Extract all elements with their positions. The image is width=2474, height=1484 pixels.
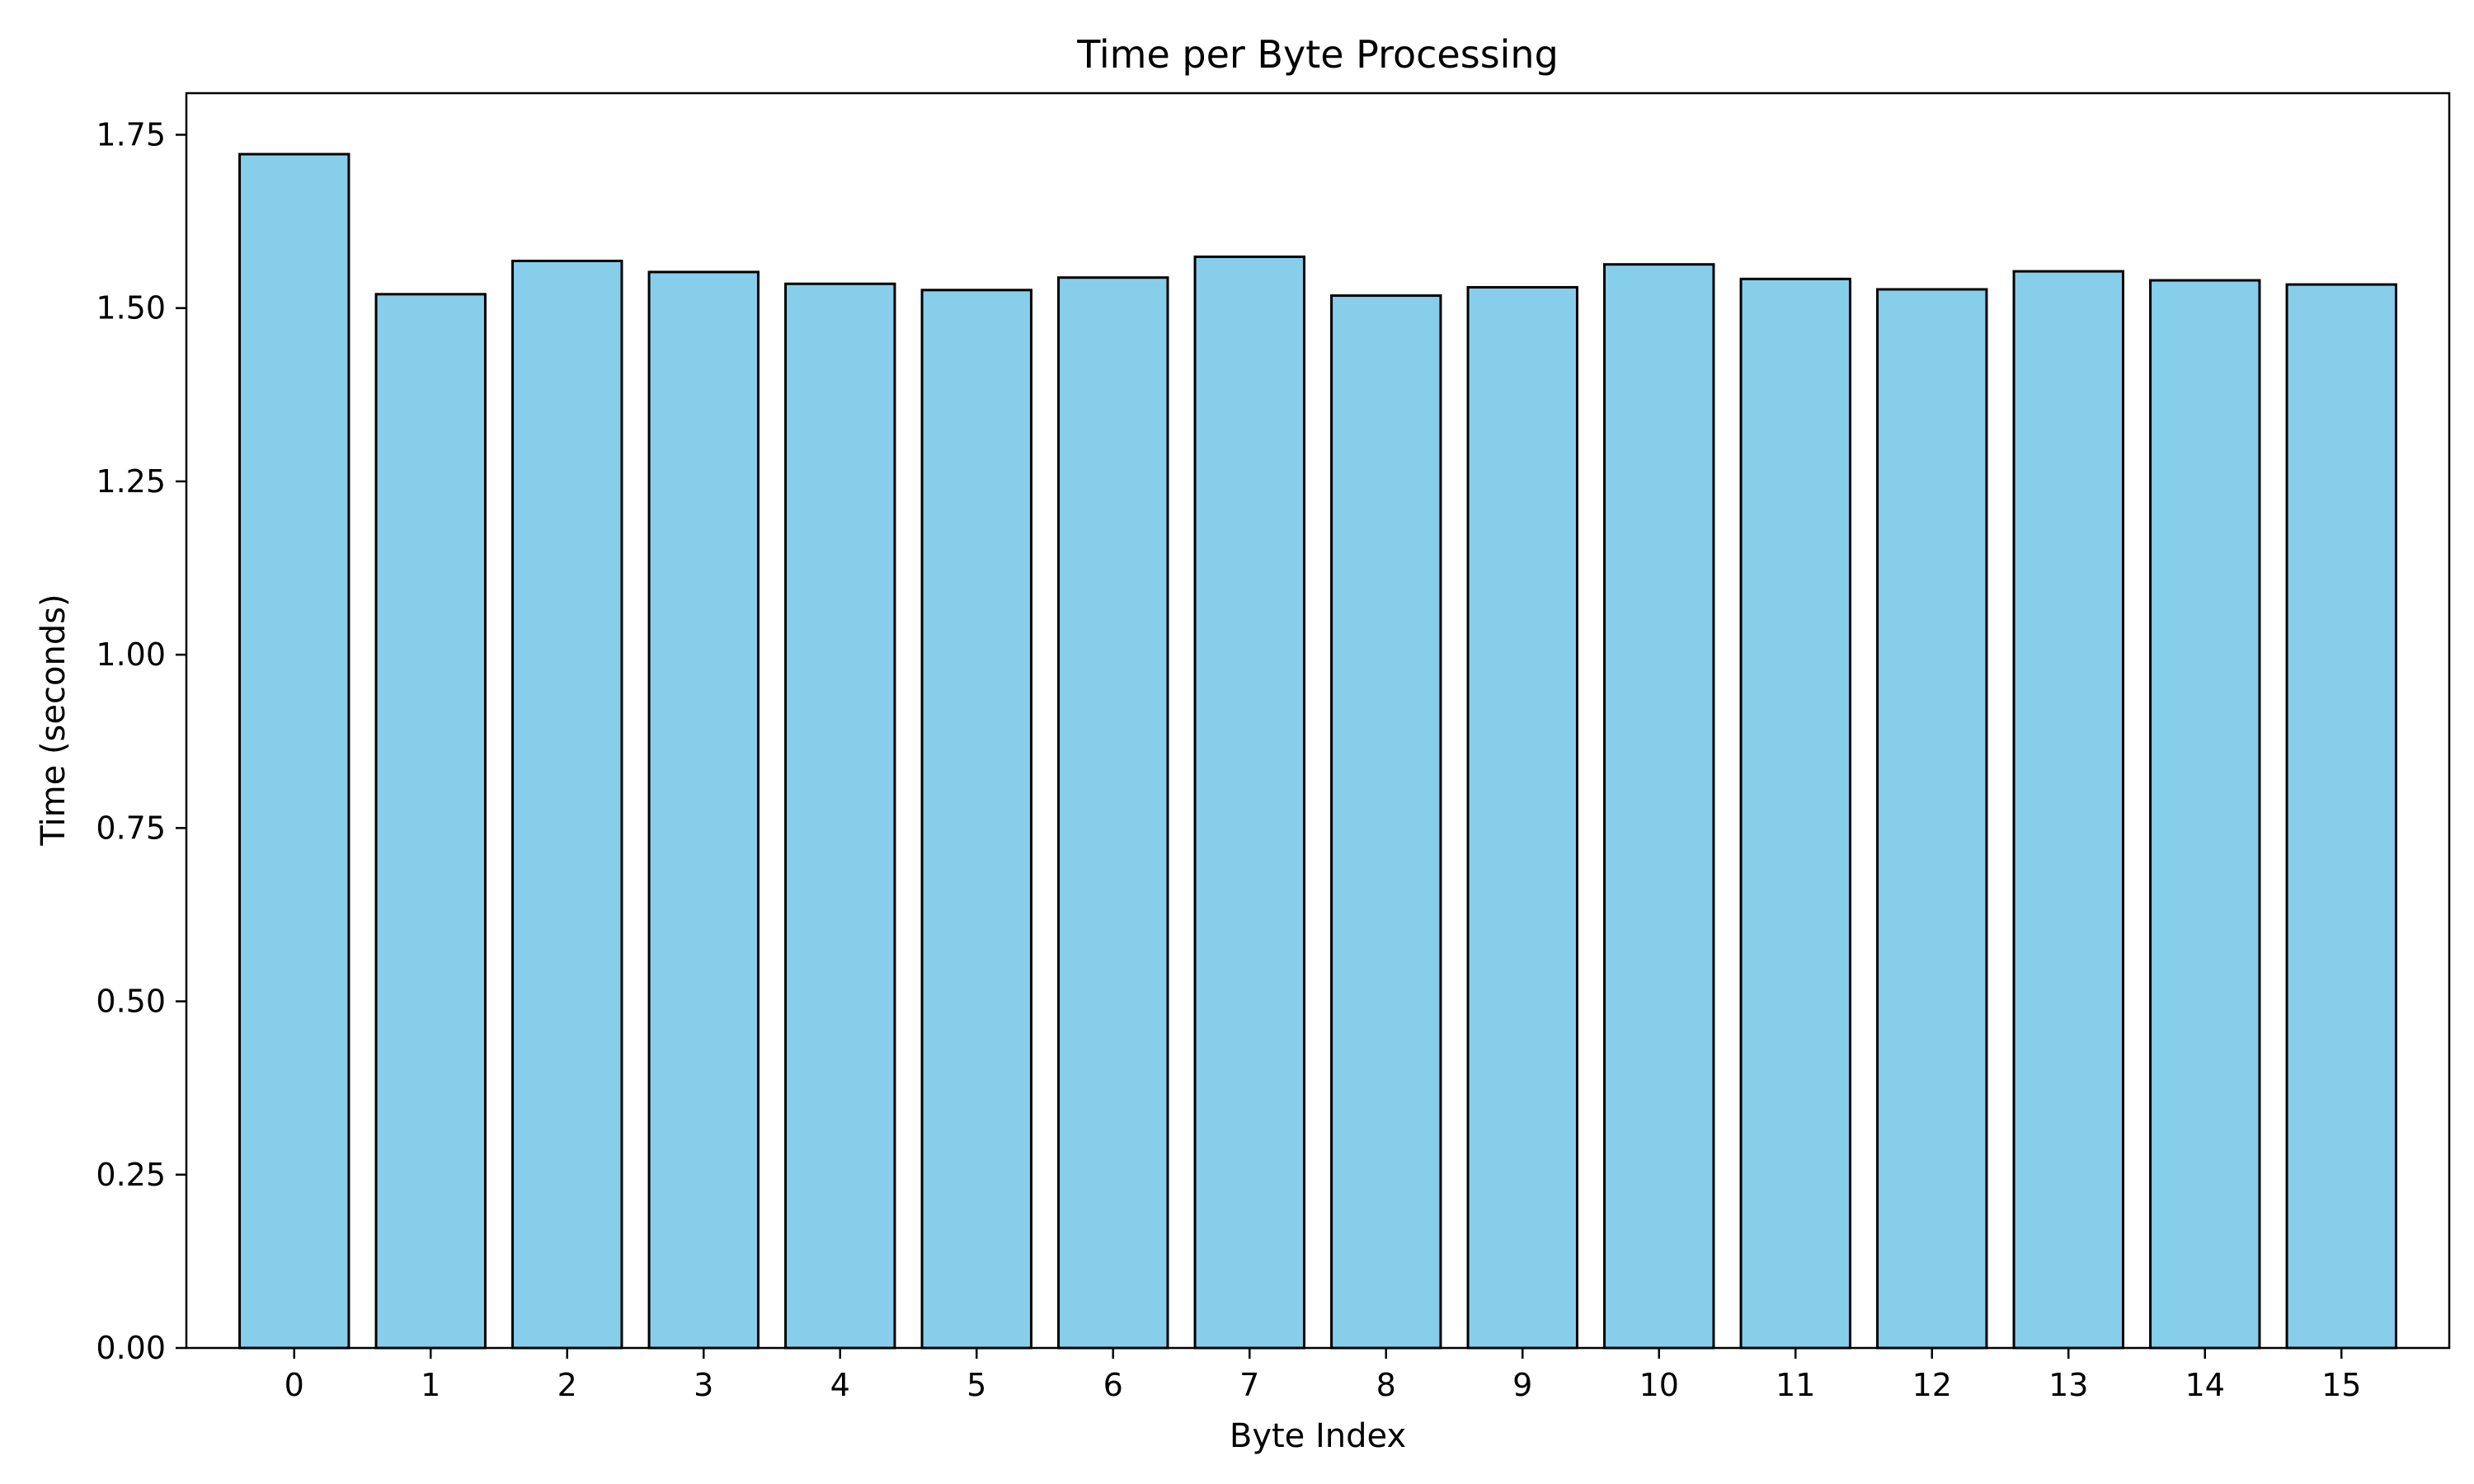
x-tick-label-8: 8 <box>1376 1367 1396 1403</box>
y-tick-label-1.50: 1.50 <box>96 290 166 326</box>
chart-title: Time per Byte Processing <box>1076 32 1559 77</box>
y-tick-label-1.25: 1.25 <box>96 463 166 500</box>
x-tick-label-10: 10 <box>1639 1367 1679 1403</box>
bar-0 <box>238 153 350 1350</box>
bar-14 <box>2149 279 2261 1350</box>
bar-10 <box>1603 263 1715 1350</box>
y-tick-label-0.50: 0.50 <box>96 984 166 1020</box>
x-axis-label: Byte Index <box>1230 1417 1406 1455</box>
x-tick-label-1: 1 <box>421 1367 440 1403</box>
axes-frame <box>185 92 2451 1350</box>
bar-12 <box>1876 288 1988 1350</box>
bar-6 <box>1057 276 1169 1350</box>
y-tick-label-0.00: 0.00 <box>96 1330 166 1366</box>
bar-2 <box>511 259 623 1350</box>
y-tick-label-1.00: 1.00 <box>96 636 166 673</box>
x-tick-label-13: 13 <box>2048 1367 2088 1403</box>
y-tick-label-0.25: 0.25 <box>96 1157 166 1193</box>
x-tick-label-15: 15 <box>2321 1367 2361 1403</box>
y-tick-label-1.75: 1.75 <box>96 116 166 153</box>
bar-3 <box>647 270 760 1350</box>
y-tick-label-0.75: 0.75 <box>96 810 166 846</box>
x-tick-label-3: 3 <box>694 1367 713 1403</box>
bar-15 <box>2285 283 2397 1350</box>
bar-8 <box>1330 294 1442 1350</box>
x-tick-label-5: 5 <box>967 1367 986 1403</box>
x-tick-label-9: 9 <box>1512 1367 1532 1403</box>
x-tick-label-6: 6 <box>1103 1367 1123 1403</box>
x-tick-label-4: 4 <box>830 1367 850 1403</box>
x-tick-label-12: 12 <box>1912 1367 1952 1403</box>
y-axis-label: Time (seconds) <box>35 594 73 846</box>
bar-4 <box>784 282 896 1350</box>
x-tick-label-2: 2 <box>557 1367 577 1403</box>
bar-13 <box>2012 270 2124 1350</box>
bar-1 <box>374 293 487 1350</box>
x-tick-label-0: 0 <box>285 1367 304 1403</box>
x-tick-label-14: 14 <box>2185 1367 2225 1403</box>
plot-area: 0 1 2 3 4 5 6 7 8 9 10 11 12 13 14 150.000.250.500.751.… <box>96 92 2451 1403</box>
bar-7 <box>1193 255 1305 1350</box>
bar-11 <box>1739 277 1851 1350</box>
bar-9 <box>1466 285 1578 1350</box>
x-tick-label-7: 7 <box>1239 1367 1259 1403</box>
x-tick-label-11: 11 <box>1776 1367 1815 1403</box>
bar-5 <box>920 289 1032 1350</box>
